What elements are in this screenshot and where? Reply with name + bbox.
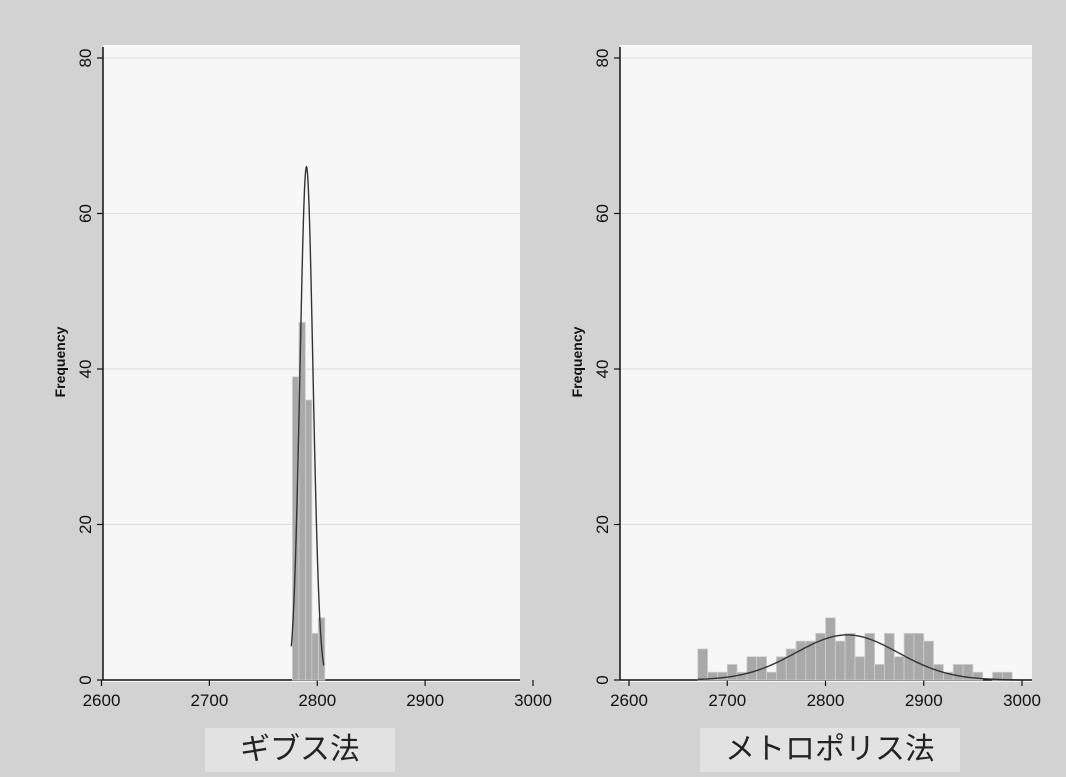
- panel-1-x-tick-label: 2900: [406, 691, 444, 710]
- panel-2-x-tick-label: 2600: [610, 691, 648, 710]
- panel-2-x-tick-label: 3000: [1003, 691, 1041, 710]
- panel-2-bar: [854, 656, 866, 681]
- panel-2-bar: [972, 671, 984, 681]
- panel-1-x-tick-label: 2800: [298, 691, 336, 710]
- panel-2-bar: [913, 632, 925, 681]
- panel-2-y-tick-label: 0: [593, 675, 612, 684]
- panel-1-y-tick-label: 40: [76, 360, 95, 379]
- panel-2-x-tick-label: 2800: [807, 691, 845, 710]
- panel-2-bar: [766, 671, 777, 681]
- panel-1-x-tick-label: 3000: [514, 691, 552, 710]
- panel-2-density-curve: [697, 634, 1018, 681]
- panel-2-bar: [844, 632, 856, 681]
- panel-2-bar: [795, 640, 807, 681]
- panel-2-bar: [952, 664, 964, 681]
- panel-2-bar: [864, 632, 876, 681]
- panel-1-y-tick-label: 80: [76, 49, 95, 68]
- panel-1-bar: [311, 632, 319, 681]
- panel-1: 0 20 40 60 80 2600 2700 2800 2900 3000 Frequency: [52, 45, 552, 710]
- panel-2-plot-area: [620, 45, 1032, 682]
- panel-2-bar: [923, 640, 934, 681]
- panel-2-bar: [884, 632, 895, 681]
- panel-1-x-tick-label: 2700: [190, 691, 228, 710]
- panel-2-x-tick-label: 2700: [708, 691, 746, 710]
- panel-2-bar: [726, 664, 738, 681]
- panel-2-bar: [717, 671, 728, 681]
- panel-2-y-tick-label: 80: [593, 49, 612, 68]
- panel-1-bar: [304, 399, 313, 681]
- panel-2-bar: [746, 656, 758, 681]
- panel-1-density-curve: [290, 165, 325, 666]
- panel-2-x-tick-label: 2900: [905, 691, 943, 710]
- panel-2-bar: [874, 664, 885, 681]
- panel-2-y-tick-label: 60: [593, 204, 612, 223]
- panel-1-y-tick-label: 0: [76, 675, 95, 684]
- panel-2-y-tick-label: 20: [593, 515, 612, 534]
- panel-2-y-axis-label: Frequency: [569, 326, 585, 397]
- panel-2-y-tick-label: 40: [593, 360, 612, 379]
- right-panel-caption: メトロポリス法: [700, 728, 960, 772]
- panel-2: 0 20 40 60 80 2600 2700 2800 2900 3000 Frequency: [569, 45, 1041, 710]
- panel-1-x-tick-label: 2600: [83, 691, 121, 710]
- panel-2-bar: [1001, 671, 1013, 681]
- panel-2-bar: [834, 640, 846, 681]
- panel-1-y-tick-label: 20: [76, 515, 95, 534]
- panel-2-bar: [825, 617, 836, 681]
- panel-1-y-axis-label: Frequency: [52, 326, 68, 397]
- panel-2-bar: [893, 656, 905, 681]
- panel-1-y-tick-label: 60: [76, 204, 95, 223]
- left-panel-caption: ギブス法: [205, 728, 395, 772]
- panel-2-bar: [697, 648, 709, 681]
